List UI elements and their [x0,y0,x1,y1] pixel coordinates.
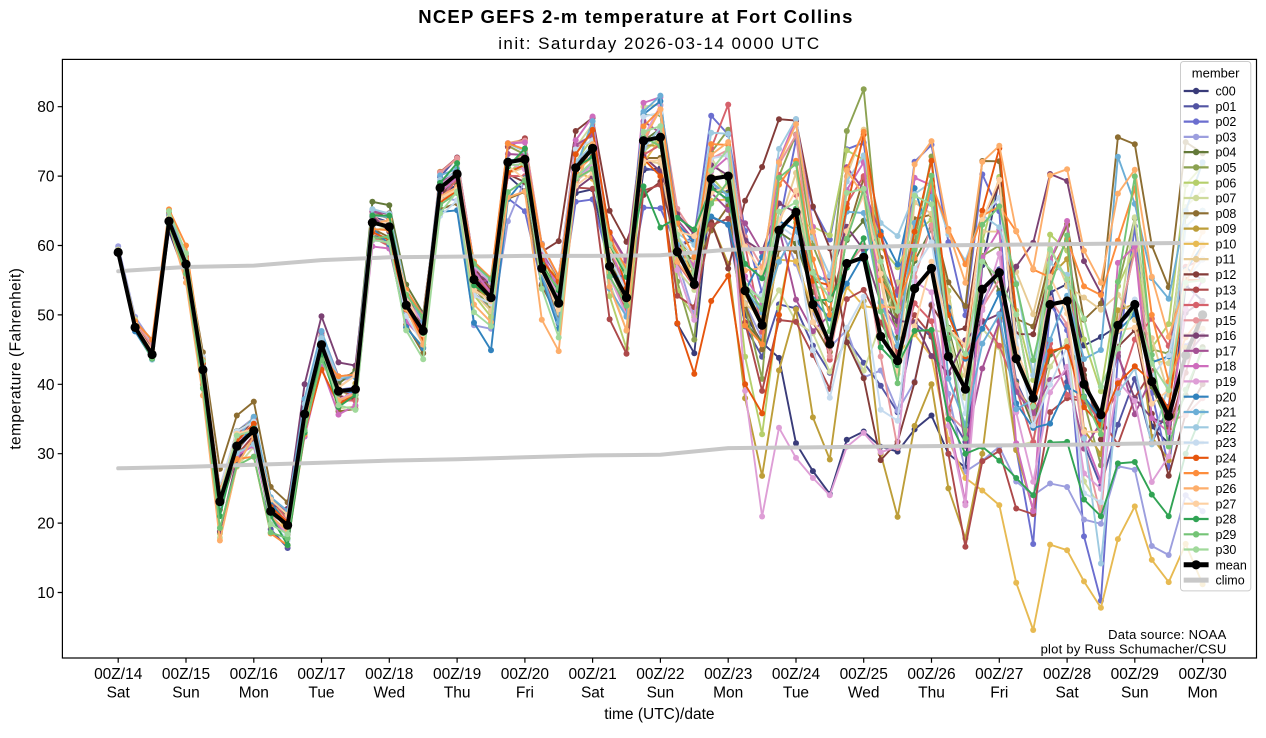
svg-text:p30: p30 [1216,543,1237,557]
svg-text:member: member [1192,66,1240,81]
svg-text:p28: p28 [1216,513,1237,527]
svg-text:Sat: Sat [107,685,131,702]
svg-text:Sun: Sun [1121,685,1149,702]
svg-text:00Z/24: 00Z/24 [772,666,821,683]
svg-text:00Z/20: 00Z/20 [501,666,550,683]
svg-text:c00: c00 [1216,85,1236,99]
svg-text:00Z/17: 00Z/17 [297,666,345,683]
svg-text:p24: p24 [1216,451,1237,465]
svg-text:00Z/23: 00Z/23 [704,666,752,683]
svg-text:Sat: Sat [1055,685,1079,702]
svg-text:00Z/25: 00Z/25 [840,666,888,683]
svg-text:p14: p14 [1216,299,1237,313]
svg-text:temperature (Fahrenheit): temperature (Fahrenheit) [8,268,25,450]
svg-text:Fri: Fri [990,685,1008,702]
svg-text:80: 80 [37,99,55,116]
svg-text:Wed: Wed [848,685,880,702]
svg-text:plot by Russ Schumacher/CSU: plot by Russ Schumacher/CSU [1041,641,1227,656]
svg-text:p11: p11 [1216,253,1236,267]
svg-text:00Z/27: 00Z/27 [975,666,1023,683]
svg-text:50: 50 [37,307,55,324]
svg-text:00Z/19: 00Z/19 [433,666,481,683]
svg-text:00Z/21: 00Z/21 [568,666,616,683]
svg-text:p03: p03 [1216,131,1237,145]
svg-text:00Z/26: 00Z/26 [907,666,955,683]
svg-text:Sun: Sun [647,685,675,702]
svg-text:p09: p09 [1216,222,1237,236]
svg-text:00Z/16: 00Z/16 [230,666,278,683]
svg-text:20: 20 [37,516,55,533]
svg-text:10: 10 [37,585,55,602]
svg-text:Thu: Thu [444,685,471,702]
svg-text:time (UTC)/date: time (UTC)/date [604,706,714,723]
svg-text:00Z/28: 00Z/28 [1043,666,1091,683]
svg-text:p26: p26 [1216,482,1237,496]
svg-text:p20: p20 [1216,390,1237,404]
svg-text:p05: p05 [1216,161,1237,175]
svg-text:00Z/30: 00Z/30 [1178,666,1227,683]
svg-text:p27: p27 [1216,497,1237,511]
svg-text:00Z/15: 00Z/15 [162,666,210,683]
svg-text:p29: p29 [1216,528,1237,542]
svg-text:40: 40 [37,377,55,394]
svg-text:00Z/14: 00Z/14 [94,666,143,683]
svg-text:p23: p23 [1216,436,1237,450]
svg-text:p22: p22 [1216,421,1237,435]
svg-text:70: 70 [37,169,55,186]
svg-text:p02: p02 [1216,115,1237,129]
svg-text:Data source: NOAA: Data source: NOAA [1108,627,1226,642]
svg-text:Tue: Tue [783,685,809,702]
svg-text:init: Saturday 2026-03-14 0000: init: Saturday 2026-03-14 0000 UTC [498,34,820,53]
svg-text:p17: p17 [1216,344,1237,358]
svg-text:p25: p25 [1216,467,1237,481]
svg-text:Fri: Fri [516,685,534,702]
svg-text:Thu: Thu [918,685,945,702]
svg-text:60: 60 [37,238,55,255]
svg-text:Mon: Mon [239,685,269,702]
svg-text:p08: p08 [1216,207,1237,221]
svg-text:p15: p15 [1216,314,1237,328]
svg-text:p04: p04 [1216,146,1237,160]
svg-text:p06: p06 [1216,176,1237,190]
svg-text:Sun: Sun [172,685,200,702]
svg-text:mean: mean [1216,558,1247,572]
svg-text:p07: p07 [1216,192,1237,206]
svg-text:climo: climo [1216,574,1245,588]
svg-text:NCEP GEFS 2-m temperature at F: NCEP GEFS 2-m temperature at Fort Collin… [418,6,853,27]
svg-text:Mon: Mon [713,685,743,702]
svg-text:00Z/18: 00Z/18 [365,666,413,683]
svg-text:Sat: Sat [581,685,605,702]
svg-text:Tue: Tue [308,685,334,702]
svg-text:p18: p18 [1216,360,1237,374]
svg-text:p19: p19 [1216,375,1237,389]
svg-text:Wed: Wed [374,685,406,702]
svg-text:p12: p12 [1216,268,1237,282]
svg-text:p21: p21 [1216,406,1237,420]
svg-text:30: 30 [37,446,55,463]
svg-text:p16: p16 [1216,329,1237,343]
svg-text:00Z/22: 00Z/22 [636,666,684,683]
svg-text:Mon: Mon [1188,685,1218,702]
svg-text:p13: p13 [1216,283,1237,297]
svg-text:00Z/29: 00Z/29 [1111,666,1159,683]
svg-text:p10: p10 [1216,237,1237,251]
svg-text:p01: p01 [1216,100,1237,114]
